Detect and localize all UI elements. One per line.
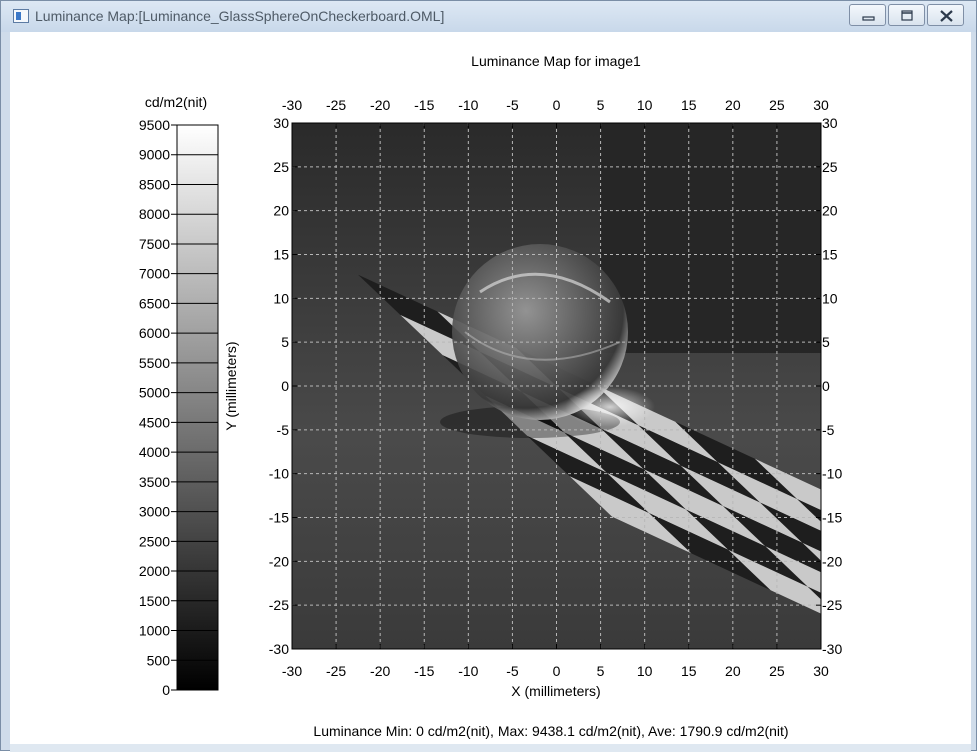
app-icon (13, 9, 29, 23)
minimize-button[interactable] (849, 4, 886, 26)
x-tick-label-top: -5 (506, 97, 519, 113)
colorbar-tick-label: 9000 (139, 147, 170, 163)
colorbar-tick-label: 4000 (139, 444, 170, 460)
x-tick-label-bottom: -30 (282, 663, 302, 679)
chart-area: Luminance Map for image1 cd/m2(nit) Y (m… (10, 32, 971, 744)
x-tick-label-bottom: -25 (326, 663, 346, 679)
luminance-heatmap[interactable] (292, 123, 971, 744)
y-tick-label-left: 0 (281, 378, 289, 394)
colorbar-tick-label: 6000 (139, 325, 170, 341)
x-tick-label-bottom: 15 (681, 663, 697, 679)
colorbar-tick-label: 4500 (139, 414, 170, 430)
colorbar-tick-label: 2500 (139, 533, 170, 549)
x-tick-label-bottom: -15 (414, 663, 434, 679)
chart-title: Luminance Map for image1 (471, 53, 641, 69)
colorbar-tick-label: 2000 (139, 563, 170, 579)
y-tick-label-right: 20 (822, 203, 838, 219)
x-tick-label-top: 15 (681, 97, 697, 113)
colorbar-tick-label: 3000 (139, 504, 170, 520)
y-tick-label-right: -20 (822, 553, 842, 569)
y-tick-label-right: -5 (822, 422, 835, 438)
y-tick-label-left: -20 (269, 553, 289, 569)
y-tick-label-right: 10 (822, 290, 838, 306)
colorbar-unit-label: cd/m2(nit) (145, 94, 207, 110)
y-axis-label: Y (millimeters) (223, 341, 239, 430)
colorbar-tick-label: 8000 (139, 206, 170, 222)
grid-lines (292, 123, 821, 649)
x-tick-label-top: 5 (597, 97, 605, 113)
x-tick-label-bottom: 5 (597, 663, 605, 679)
axis-ticks: -30 -30 -25 -25 -20 -20 -15 -15 -10 -10 -5 -5 0 0 5 5 10… (269, 97, 843, 679)
x-tick-label-bottom: 30 (813, 663, 829, 679)
y-tick-label-right: 0 (822, 378, 830, 394)
x-tick-label-top: 25 (769, 97, 785, 113)
colorbar-tick-label: 6500 (139, 295, 170, 311)
window-title: Luminance Map:[Luminance_GlassSphereOnCh… (35, 8, 445, 24)
luminance-stats: Luminance Min: 0 cd/m2(nit), Max: 9438.1… (313, 723, 788, 739)
y-tick-label-left: 25 (273, 159, 289, 175)
x-tick-label-top: -25 (326, 97, 346, 113)
x-tick-label-bottom: 0 (553, 663, 561, 679)
x-tick-label-bottom: 20 (725, 663, 741, 679)
x-tick-label-bottom: 25 (769, 663, 785, 679)
y-tick-label-right: -30 (822, 641, 842, 657)
colorbar-tick-label: 500 (147, 652, 171, 668)
x-tick-label-bottom: -5 (506, 663, 519, 679)
y-tick-label-left: -30 (269, 641, 289, 657)
colorbar-tick-label: 0 (162, 682, 170, 698)
x-tick-label-top: 10 (637, 97, 653, 113)
y-tick-label-left: -10 (269, 466, 289, 482)
y-tick-label-right: 25 (822, 159, 838, 175)
x-tick-label-bottom: -10 (458, 663, 478, 679)
x-tick-label-top: 30 (813, 97, 829, 113)
x-tick-label-bottom: 10 (637, 663, 653, 679)
minimize-icon (862, 16, 875, 21)
y-tick-label-left: -25 (269, 597, 289, 613)
x-axis-label: X (millimeters) (511, 683, 600, 699)
y-tick-label-right: -25 (822, 597, 842, 613)
colorbar-tick-label: 3500 (139, 474, 170, 490)
x-tick-label-top: 0 (553, 97, 561, 113)
y-tick-label-right: 5 (822, 334, 830, 350)
x-tick-label-top: -10 (458, 97, 478, 113)
title-bar[interactable]: Luminance Map:[Luminance_GlassSphereOnCh… (1, 1, 976, 32)
status-bar (10, 744, 971, 752)
maximize-button[interactable] (888, 4, 925, 26)
colorbar-tick-label: 7500 (139, 236, 170, 252)
close-icon (940, 10, 953, 22)
y-tick-label-right: 30 (822, 115, 838, 131)
colorbar-tick-label: 1000 (139, 623, 170, 639)
x-tick-label-top: 20 (725, 97, 741, 113)
colorbar-ticks: 9500900085008000750070006500600055005000… (139, 117, 218, 698)
y-tick-label-left: -15 (269, 510, 289, 526)
colorbar-tick-label: 9500 (139, 117, 170, 133)
y-tick-label-left: 30 (273, 115, 289, 131)
y-tick-label-left: 20 (273, 203, 289, 219)
colorbar-tick-label: 1500 (139, 593, 170, 609)
y-tick-label-left: 5 (281, 334, 289, 350)
y-tick-label-right: -15 (822, 510, 842, 526)
y-tick-label-left: 15 (273, 247, 289, 263)
close-button[interactable] (927, 4, 964, 26)
maximize-icon (901, 10, 913, 21)
colorbar-tick-label: 8500 (139, 176, 170, 192)
x-tick-label-top: -20 (370, 97, 390, 113)
colorbar-tick-label: 5000 (139, 385, 170, 401)
colorbar (176, 124, 219, 691)
y-tick-label-right: 15 (822, 247, 838, 263)
x-tick-label-top: -30 (282, 97, 302, 113)
x-tick-label-bottom: -20 (370, 663, 390, 679)
colorbar-tick-label: 7000 (139, 266, 170, 282)
colorbar-tick-label: 5500 (139, 355, 170, 371)
y-tick-label-right: -10 (822, 466, 842, 482)
y-tick-label-left: 10 (273, 290, 289, 306)
x-tick-label-top: -15 (414, 97, 434, 113)
y-tick-label-left: -5 (277, 422, 290, 438)
